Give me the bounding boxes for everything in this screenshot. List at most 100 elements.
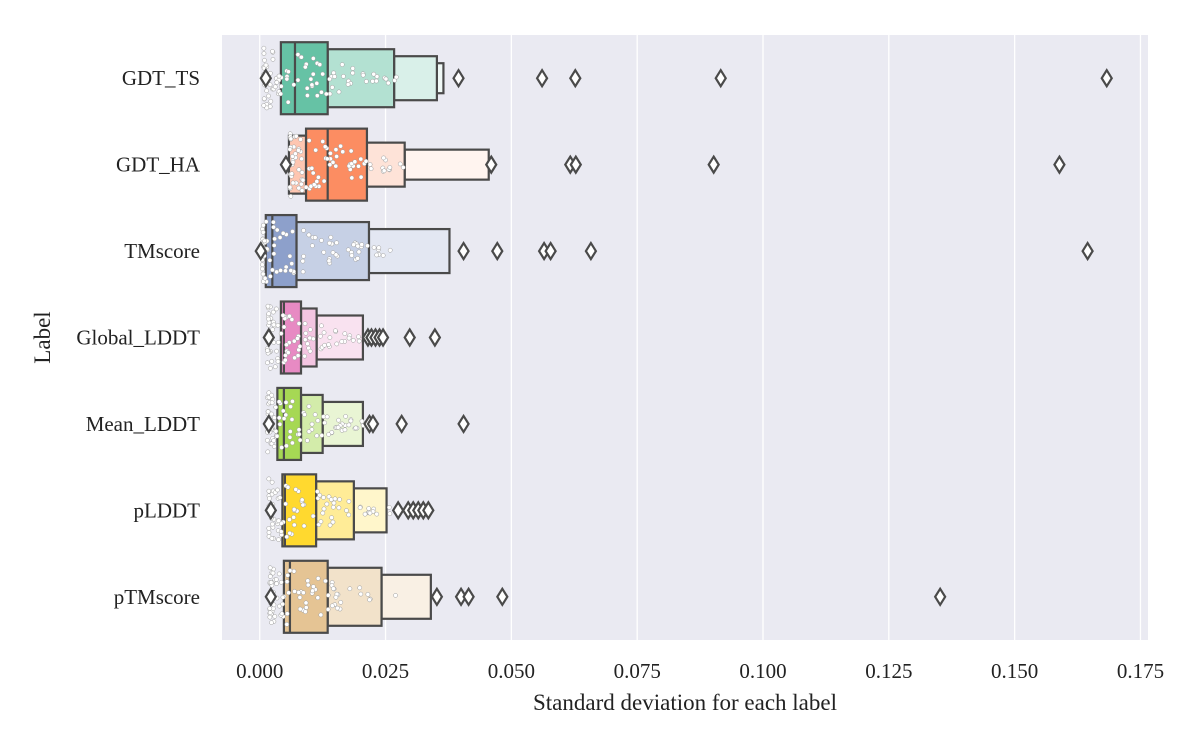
swarm-point — [311, 584, 316, 589]
swarm-point — [306, 138, 312, 143]
outlier-marker — [403, 327, 417, 348]
swarm-point — [317, 492, 323, 498]
swarm-point — [327, 335, 333, 340]
swarm-point — [306, 429, 312, 434]
swarm-point — [322, 144, 328, 150]
swarm-point — [320, 139, 326, 144]
swarm-point — [287, 184, 293, 190]
swarm-point — [325, 592, 331, 598]
swarm-point — [264, 437, 270, 443]
swarm-point — [371, 245, 377, 250]
swarm-point — [311, 182, 317, 188]
swarm-point — [319, 323, 324, 329]
swarm-point — [293, 151, 298, 157]
swarm-point — [334, 240, 339, 246]
swarm-point — [287, 429, 293, 434]
swarm-point — [279, 445, 284, 450]
outlier-marker — [395, 413, 408, 435]
swarm-point — [339, 339, 345, 344]
swarm-point — [349, 175, 355, 181]
swarm-point — [348, 418, 354, 424]
swarm-point — [283, 268, 288, 274]
swarm-point — [278, 91, 284, 97]
swarm-point — [387, 247, 393, 253]
swarm-point — [295, 77, 301, 83]
swarm-point — [356, 334, 361, 340]
swarm-point — [300, 177, 306, 183]
swarm-point — [310, 513, 316, 519]
swarm-point — [284, 342, 289, 348]
swarm-point — [266, 476, 272, 482]
swarm-point — [260, 222, 266, 228]
swarm-point — [277, 235, 283, 240]
swarm-point — [346, 422, 352, 428]
swarm-point — [263, 219, 269, 225]
swarm-point — [322, 420, 328, 426]
swarm-point — [286, 590, 291, 596]
swarm-point — [297, 595, 303, 600]
swarm-point — [298, 137, 303, 142]
swarm-point — [310, 71, 316, 77]
swarm-point — [263, 62, 269, 68]
swarm-point — [299, 188, 305, 193]
swarm-point — [348, 148, 354, 154]
boxen-group-GDT_HA — [279, 127, 1066, 202]
swarm-point — [264, 88, 270, 94]
swarm-point — [280, 408, 286, 414]
swarm-point — [266, 526, 272, 531]
swarm-point — [271, 444, 277, 449]
swarm-point — [360, 72, 366, 78]
swarm-point — [274, 433, 280, 439]
swarm-point — [272, 84, 278, 90]
swarm-point — [342, 427, 348, 433]
swarm-point — [307, 327, 313, 332]
y-tick-label: GDT_TS — [122, 66, 200, 90]
swarm-point — [349, 253, 355, 258]
swarm-point — [279, 611, 285, 617]
x-axis-ticks: 0.000 0.025 0.050 0.075 0.100 0.125 0.150 0.175 — [236, 659, 1164, 683]
swarm-point — [292, 355, 297, 361]
swarm-point — [300, 502, 306, 508]
swarm-point — [363, 158, 369, 164]
swarm-point — [321, 330, 327, 335]
swarm-point — [275, 339, 281, 345]
swarm-point — [374, 78, 379, 84]
swarm-point — [276, 73, 282, 79]
swarm-point — [309, 421, 315, 427]
swarm-point — [275, 322, 281, 328]
swarm-point — [356, 338, 362, 344]
y-axis-ticks: GDT_TS GDT_HA TMscore Global_LDDT Mean_LDDTp… — [76, 66, 200, 609]
swarm-point — [346, 335, 352, 341]
swarm-point — [269, 536, 275, 541]
swarm-point — [327, 522, 333, 528]
outlier-marker — [366, 413, 380, 435]
swarm-point — [346, 512, 352, 518]
swarm-point — [296, 185, 302, 191]
swarm-point — [320, 71, 326, 77]
swarm-point — [291, 568, 297, 574]
swarm-point — [261, 103, 267, 108]
swarm-point — [276, 415, 282, 421]
swarm-point — [295, 336, 300, 341]
swarm-point — [367, 597, 372, 603]
swarm-point — [261, 51, 267, 56]
swarm-point — [296, 148, 301, 153]
x-tick-label: 0.050 — [488, 659, 535, 683]
swarm-point — [397, 161, 403, 167]
swarm-point — [259, 266, 265, 272]
swarm-point — [302, 321, 308, 326]
swarm-point — [335, 425, 341, 430]
swarm-point — [315, 489, 320, 494]
swarm-point — [289, 261, 295, 266]
swarm-point — [287, 146, 293, 152]
box-level-4 — [403, 148, 490, 181]
outlier-marker — [933, 586, 947, 607]
swarm-point — [267, 365, 273, 371]
swarm-point — [305, 582, 311, 588]
swarm-point — [283, 264, 289, 270]
swarm-point — [274, 79, 280, 85]
swarm-point — [287, 313, 292, 319]
outlier-marker — [544, 240, 557, 262]
swarm-point — [318, 333, 323, 339]
swarm-point — [353, 425, 359, 431]
